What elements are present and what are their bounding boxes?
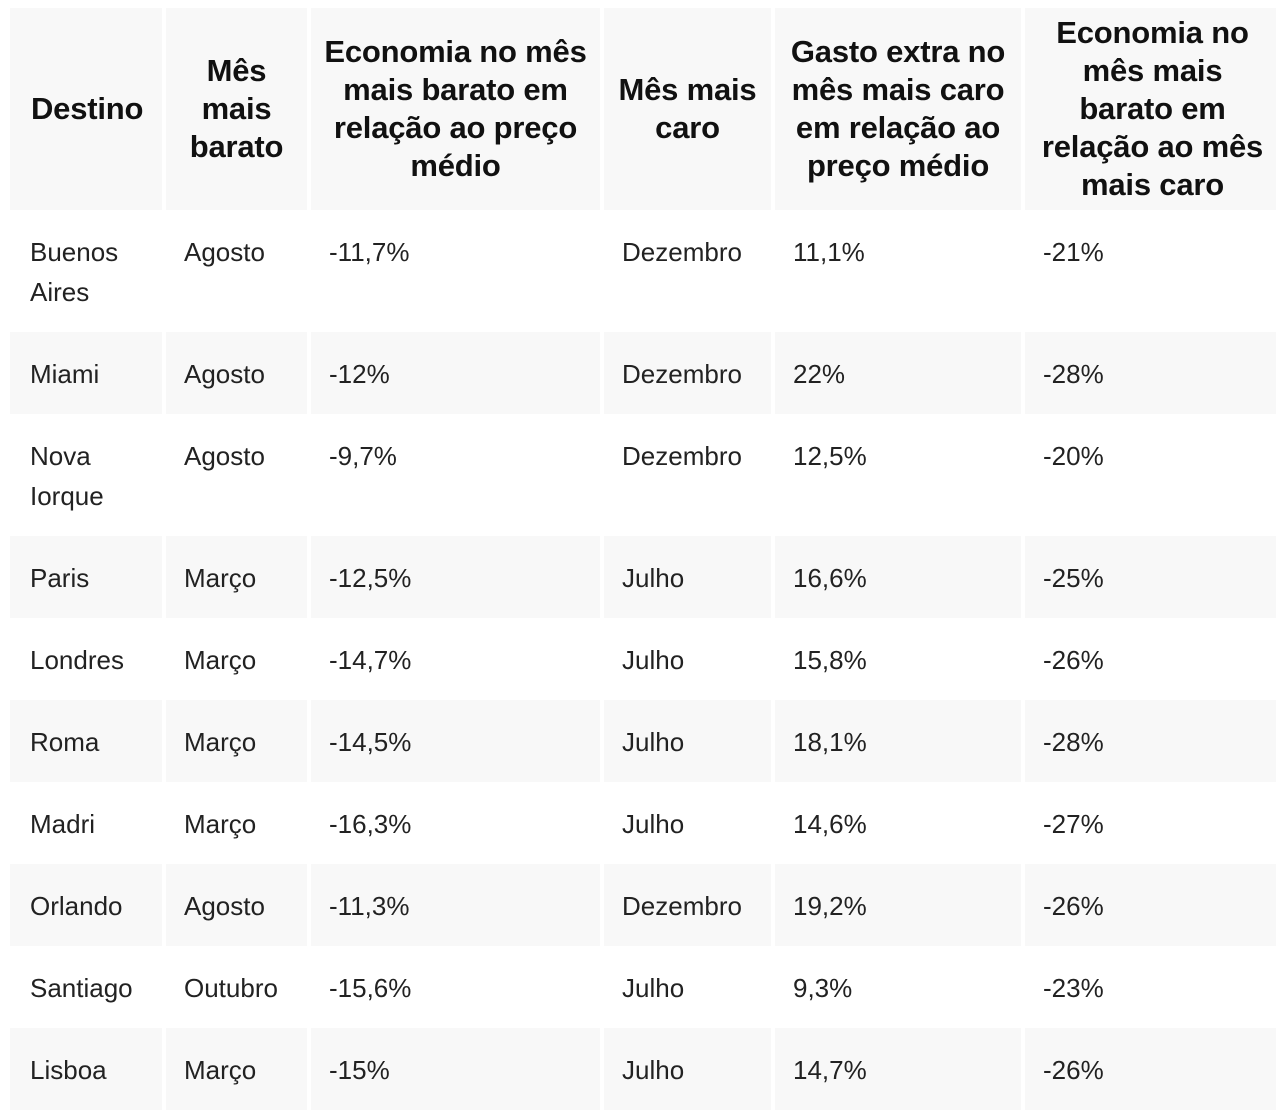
- cell-gasto-extra-vs-medio: 11,1%: [793, 237, 865, 267]
- header-destino: Destino: [10, 8, 162, 210]
- cell-mes-mais-caro: Dezembro: [622, 237, 742, 267]
- cell-economia-vs-medio: -11,7%: [329, 237, 410, 267]
- cell-gasto-extra-vs-medio: 9,3%: [793, 973, 853, 1003]
- header-mes-mais-caro: Mês mais caro: [604, 8, 771, 210]
- table-header: Destino Mês mais barato Economia no mês …: [10, 8, 1276, 210]
- cell-economia-vs-medio: -11,3%: [311, 864, 600, 946]
- cell-economia-vs-mais-caro: -28%: [1025, 700, 1276, 782]
- cell-economia-vs-medio: -14,5%: [311, 700, 600, 782]
- cell-economia-vs-medio: -9,7%: [329, 441, 397, 471]
- cell-mes-mais-caro: Julho: [604, 700, 771, 782]
- cell-economia-vs-mais-caro: -26%: [1043, 645, 1104, 675]
- cell-mes-mais-caro: Dezembro: [604, 864, 771, 946]
- cell-gasto-extra-vs-medio: 18,1%: [775, 700, 1021, 782]
- cell-economia-vs-medio: -12,5%: [311, 536, 600, 618]
- cell-economia-vs-mais-caro: -20%: [1043, 441, 1104, 471]
- cell-destino: Roma: [10, 700, 162, 782]
- cell-mes-mais-barato: Agosto: [184, 441, 265, 471]
- cell-economia-vs-mais-caro: -25%: [1025, 536, 1276, 618]
- table-row: Lisboa Março -15% Julho 14,7% -26%: [10, 1028, 1276, 1110]
- cell-gasto-extra-vs-medio: 22%: [775, 332, 1021, 414]
- table-row: Miami Agosto -12% Dezembro 22% -28%: [10, 332, 1276, 414]
- cell-mes-mais-barato: Outubro: [184, 973, 278, 1003]
- cell-destino: Madri: [30, 809, 96, 839]
- header-mes-mais-barato: Mês mais barato: [166, 8, 307, 210]
- cell-gasto-extra-vs-medio: 12,5%: [793, 441, 867, 471]
- table-row: Roma Março -14,5% Julho 18,1% -28%: [10, 700, 1276, 782]
- price-comparison-table: Destino Mês mais barato Economia no mês …: [6, 8, 1276, 1110]
- table-row: Buenos Aires Agosto -11,7% Dezembro 11,1% -21…: [10, 210, 1276, 332]
- header-economia-vs-mais-caro: Economia no mês mais barato em relação a…: [1025, 8, 1276, 210]
- cell-mes-mais-caro: Julho: [622, 645, 685, 675]
- cell-economia-vs-medio: -12%: [311, 332, 600, 414]
- table-row: Madri Março -16,3% Julho 14,6% -27%: [10, 782, 1276, 864]
- cell-mes-mais-caro: Julho: [622, 973, 685, 1003]
- cell-gasto-extra-vs-medio: 14,7%: [775, 1028, 1021, 1110]
- cell-destino: Orlando: [10, 864, 162, 946]
- cell-mes-mais-caro: Julho: [622, 809, 685, 839]
- cell-economia-vs-mais-caro: -26%: [1025, 1028, 1276, 1110]
- price-table-container: Destino Mês mais barato Economia no mês …: [10, 8, 1276, 1110]
- cell-mes-mais-caro: Julho: [604, 536, 771, 618]
- cell-gasto-extra-vs-medio: 19,2%: [775, 864, 1021, 946]
- cell-mes-mais-caro: Dezembro: [604, 332, 771, 414]
- cell-destino: Nova Iorque: [30, 441, 104, 511]
- table-row: Londres Março -14,7% Julho 15,8% -26%: [10, 618, 1276, 700]
- cell-mes-mais-barato: Março: [184, 645, 257, 675]
- cell-mes-mais-caro: Dezembro: [622, 441, 742, 471]
- table-body: Buenos Aires Agosto -11,7% Dezembro 11,1% -21…: [10, 210, 1276, 1110]
- cell-destino: Lisboa: [10, 1028, 162, 1110]
- cell-economia-vs-medio: -14,7%: [329, 645, 412, 675]
- table-row: Orlando Agosto -11,3% Dezembro 19,2% -26%: [10, 864, 1276, 946]
- cell-economia-vs-mais-caro: -27%: [1043, 809, 1104, 839]
- cell-mes-mais-barato: Agosto: [184, 237, 265, 267]
- cell-gasto-extra-vs-medio: 16,6%: [775, 536, 1021, 618]
- cell-economia-vs-medio: -15%: [311, 1028, 600, 1110]
- table-row: Paris Março -12,5% Julho 16,6% -25%: [10, 536, 1276, 618]
- header-economia-vs-medio: Economia no mês mais barato em relação a…: [311, 8, 600, 210]
- cell-economia-vs-mais-caro: -21%: [1043, 237, 1104, 267]
- cell-mes-mais-barato: Março: [184, 809, 257, 839]
- cell-mes-mais-barato: Março: [166, 700, 307, 782]
- cell-destino: Miami: [10, 332, 162, 414]
- cell-mes-mais-caro: Julho: [604, 1028, 771, 1110]
- cell-gasto-extra-vs-medio: 15,8%: [793, 645, 867, 675]
- table-row: Santiago Outubro -15,6% Julho 9,3% -23%: [10, 946, 1276, 1028]
- cell-destino: Santiago: [30, 973, 133, 1003]
- cell-destino: Buenos Aires: [30, 237, 119, 307]
- table-row: Nova Iorque Agosto -9,7% Dezembro 12,5% -20%: [10, 414, 1276, 536]
- cell-mes-mais-barato: Março: [166, 536, 307, 618]
- header-gasto-extra-vs-medio: Gasto extra no mês mais caro em relação …: [775, 8, 1021, 210]
- cell-economia-vs-mais-caro: -26%: [1025, 864, 1276, 946]
- cell-economia-vs-mais-caro: -28%: [1025, 332, 1276, 414]
- cell-mes-mais-barato: Agosto: [166, 332, 307, 414]
- cell-mes-mais-barato: Março: [166, 1028, 307, 1110]
- cell-gasto-extra-vs-medio: 14,6%: [793, 809, 867, 839]
- cell-economia-vs-medio: -15,6%: [329, 973, 412, 1003]
- cell-mes-mais-barato: Agosto: [166, 864, 307, 946]
- cell-economia-vs-mais-caro: -23%: [1043, 973, 1104, 1003]
- cell-economia-vs-medio: -16,3%: [329, 809, 412, 839]
- cell-destino: Paris: [10, 536, 162, 618]
- cell-destino: Londres: [30, 645, 124, 675]
- header-row: Destino Mês mais barato Economia no mês …: [10, 8, 1276, 210]
